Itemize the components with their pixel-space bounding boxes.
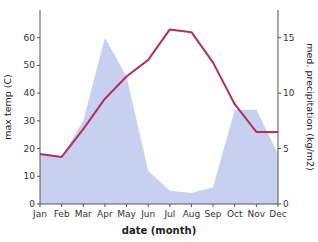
x-tick [169,204,170,207]
x-tick [234,204,235,207]
y-tick-label: 60 [24,33,36,43]
y2-tick [278,37,281,38]
x-tick [104,204,105,207]
y-tick-label: 10 [24,171,36,181]
y-tick-label: 0 [29,199,35,209]
y2-tick-label: 5 [283,144,289,154]
plot-area [40,29,278,204]
y-axis-label: max temp (C) [2,74,13,140]
x-tick-label: Apr [97,209,113,219]
x-tick [126,204,127,207]
y-tick [37,65,40,66]
x-tick-label: Sep [205,209,222,219]
x-axis [40,204,278,205]
temp-line [40,29,278,156]
y2-tick-label: 10 [283,88,295,98]
y-tick [37,93,40,94]
x-tick-label: Oct [227,209,243,219]
y-tick [37,148,40,149]
precip-area [40,38,278,204]
x-tick [256,204,257,207]
y2-axis-label: med. precipitation (kg/m2) [305,43,316,170]
y-tick [37,37,40,38]
x-tick-label: Jun [140,209,155,219]
y-tick [37,176,40,177]
x-tick [83,204,84,207]
x-tick-label: Aug [183,209,201,219]
y-tick-label: 40 [24,88,36,98]
y-tick [37,120,40,121]
y-tick-label: 50 [24,60,36,70]
x-tick-label: Jan [32,209,47,219]
x-tick [61,204,62,207]
x-tick [191,204,192,207]
x-tick-label: Nov [248,209,266,219]
y2-tick-label: 0 [283,199,289,209]
x-tick-label: Mar [75,209,92,219]
chart: JanFebMarAprMayJunJulAugSepOctNovDec0102… [0,0,318,242]
x-tick-label: Jul [163,209,175,219]
x-axis-label: date (month) [122,225,196,236]
x-tick-label: Dec [269,209,286,219]
y2-tick [278,93,281,94]
y-tick-label: 30 [24,116,36,126]
y-tick-label: 20 [24,144,36,154]
x-tick [148,204,149,207]
x-tick-label: May [117,209,136,219]
y2-axis [278,10,279,204]
y-tick [37,204,40,205]
y2-tick [278,204,281,205]
x-tick [213,204,214,207]
y2-tick [278,148,281,149]
x-tick-label: Feb [54,209,70,219]
y-axis [40,10,41,204]
y2-tick-label: 15 [283,33,294,43]
